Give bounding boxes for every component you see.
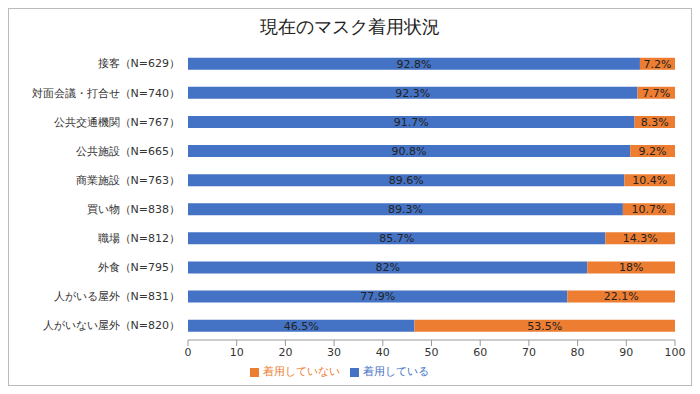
svg-text:92.3%: 92.3%	[395, 87, 430, 100]
svg-text:89.6%: 89.6%	[389, 174, 424, 187]
svg-text:70: 70	[522, 346, 536, 359]
svg-text:85.7%: 85.7%	[379, 232, 414, 245]
svg-text:接客（N=629）: 接客（N=629）	[98, 57, 180, 70]
svg-text:46.5%: 46.5%	[284, 320, 319, 333]
svg-text:90.8%: 90.8%	[392, 145, 427, 158]
svg-text:9.2%: 9.2%	[639, 145, 667, 158]
svg-text:10: 10	[230, 346, 244, 359]
svg-text:外食（N=795）: 外食（N=795）	[98, 261, 180, 274]
svg-text:60: 60	[473, 346, 487, 359]
svg-text:8.3%: 8.3%	[641, 116, 669, 129]
svg-text:職場（N=812）: 職場（N=812）	[98, 232, 180, 245]
svg-text:22.1%: 22.1%	[604, 290, 639, 303]
svg-text:10.4%: 10.4%	[632, 174, 667, 187]
svg-text:公共交通機関（N=767）: 公共交通機関（N=767）	[54, 116, 180, 129]
svg-text:0: 0	[185, 346, 192, 359]
svg-text:10.7%: 10.7%	[631, 203, 666, 216]
svg-text:18%: 18%	[619, 261, 643, 274]
svg-text:30: 30	[327, 346, 341, 359]
svg-text:82%: 82%	[375, 261, 399, 274]
html-text:着用している: 着用している	[362, 365, 429, 378]
svg-text:人がいる屋外（N=831）: 人がいる屋外（N=831）	[54, 290, 180, 303]
svg-text:公共施設（N=665）: 公共施設（N=665）	[76, 145, 180, 158]
svg-text:40: 40	[376, 346, 390, 359]
svg-text:7.7%: 7.7%	[642, 87, 670, 100]
html-text:着用していない: 着用していない	[262, 365, 340, 378]
svg-text:人がいない屋外（N=820）: 人がいない屋外（N=820）	[43, 319, 180, 332]
svg-text:91.7%: 91.7%	[394, 116, 429, 129]
svg-text:90: 90	[619, 346, 633, 359]
svg-text:対面会議・打合せ（N=740）: 対面会議・打合せ（N=740）	[32, 87, 180, 100]
svg-text:77.9%: 77.9%	[360, 290, 395, 303]
svg-text:7.2%: 7.2%	[643, 58, 671, 71]
svg-text:92.8%: 92.8%	[396, 58, 431, 71]
html-text:現在のマスク着用状況: 現在のマスク着用状況	[260, 16, 440, 37]
svg-text:20: 20	[278, 346, 292, 359]
svg-text:53.5%: 53.5%	[527, 320, 562, 333]
svg-text:80: 80	[571, 346, 585, 359]
svg-text:89.3%: 89.3%	[388, 203, 423, 216]
svg-text:100: 100	[665, 346, 686, 359]
svg-text:50: 50	[425, 346, 439, 359]
svg-text:14.3%: 14.3%	[623, 232, 658, 245]
svg-text:商業施設（N=763）: 商業施設（N=763）	[76, 174, 180, 187]
svg-text:買い物（N=838）: 買い物（N=838）	[87, 203, 180, 216]
